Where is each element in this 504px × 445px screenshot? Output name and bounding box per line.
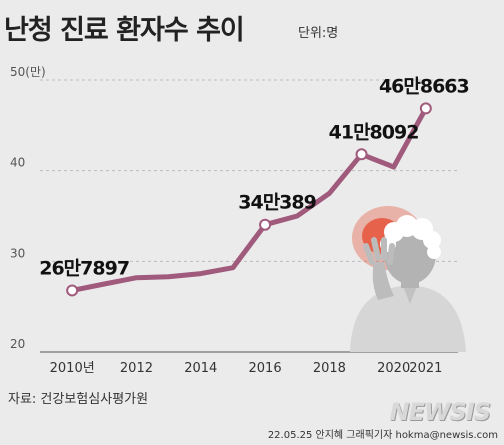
raised-arm: [372, 262, 394, 300]
x-tick-label: 2016: [249, 361, 282, 376]
x-tick-label: 2020: [377, 361, 410, 376]
elderly-person-illustration: [350, 206, 466, 352]
white-hair: [380, 215, 441, 259]
source-note: 자료: 건강보험심사평가원: [8, 392, 149, 407]
x-tick-label: 2010년: [50, 361, 95, 376]
data-labels: 26만7897 34만389 41만8092 46만8663: [39, 75, 470, 279]
data-marker: [355, 148, 368, 161]
y-tick-label: 50(만): [10, 65, 46, 79]
y-tick-label: 30: [10, 246, 25, 260]
data-marker: [259, 218, 272, 231]
credit-line: 22.05.25 안지혜 그래픽기자 hokma@newsis.com: [267, 430, 498, 441]
x-axis-ticks: 2010년 2012 2014 2016 2018 2020 2021: [50, 361, 443, 376]
unit-label: 단위:명: [298, 26, 339, 41]
chart-title: 난청 진료 환자수 추이: [4, 15, 245, 46]
x-tick-label: 2012: [120, 361, 153, 376]
newsis-logo: NEWSIS: [389, 398, 491, 426]
collar: [403, 286, 417, 304]
data-label: 46만8663: [379, 75, 469, 97]
x-tick-label: 2014: [184, 361, 217, 376]
y-tick-label: 20: [10, 337, 25, 351]
data-marker: [66, 284, 79, 297]
x-tick-label: 2021: [409, 361, 442, 376]
y-axis-ticks: 20 30 40 50(만): [10, 65, 46, 351]
x-tick-label: 2018: [313, 361, 346, 376]
body-shape: [350, 286, 466, 352]
data-marker: [419, 102, 432, 115]
data-label: 26만7897: [39, 257, 129, 279]
data-label: 34만389: [238, 192, 316, 214]
y-tick-label: 40: [10, 156, 25, 170]
data-markers: [66, 102, 432, 297]
data-label: 41만8092: [329, 121, 419, 143]
hand-fingers: [363, 237, 395, 265]
